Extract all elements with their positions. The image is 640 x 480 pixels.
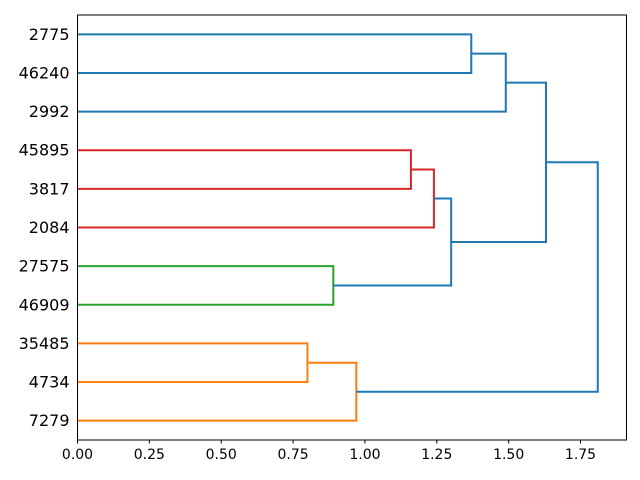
dendrogram-link-green (77, 265, 335, 306)
dendrogram-link-red (77, 149, 412, 190)
dendrogram-link-orange (77, 361, 358, 422)
leaf-label: 35485 (19, 334, 70, 353)
x-tick-label: 0.00 (62, 447, 93, 463)
leaf-label: 7279 (29, 411, 70, 430)
x-tick-label: 1.25 (421, 447, 452, 463)
x-tick-label: 0.50 (206, 447, 237, 463)
leaf-label: 46909 (19, 295, 70, 314)
x-tick-label: 1.75 (565, 447, 596, 463)
dendrogram-link-red (77, 168, 435, 229)
x-tick-label: 0.75 (277, 447, 308, 463)
leaf-label: 3817 (29, 179, 70, 198)
leaf-label: 4734 (29, 373, 70, 392)
leaf-label: 45895 (19, 141, 70, 160)
dendrogram-link-blue (451, 81, 548, 243)
leaf-label: 2084 (29, 218, 70, 237)
x-tick-label: 0.25 (134, 447, 165, 463)
leaf-label: 2992 (29, 102, 70, 121)
plot-border (77, 14, 627, 441)
dendrogram-link-blue (356, 161, 599, 393)
dendrogram-link-blue (77, 52, 507, 113)
dendrogram-link-orange (77, 342, 309, 384)
leaf-label: 46240 (19, 63, 70, 82)
x-tick-label: 1.00 (349, 447, 380, 463)
x-tick-label: 1.50 (493, 447, 524, 463)
leaf-label: 27575 (19, 257, 70, 276)
dendrogram-link-blue (77, 33, 473, 74)
leaf-label: 2775 (29, 25, 70, 44)
